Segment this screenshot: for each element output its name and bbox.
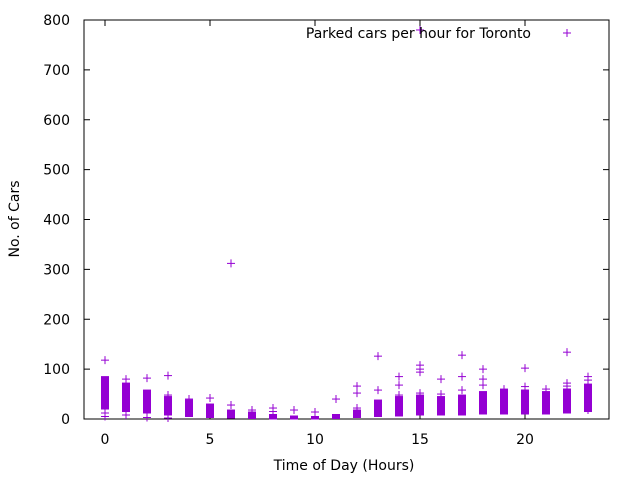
- data-point: [332, 395, 340, 404]
- point-cluster: [311, 416, 319, 419]
- data-point: [374, 352, 382, 361]
- data-point: [584, 376, 592, 385]
- y-tick-label: 500: [43, 163, 70, 179]
- data-point: [416, 25, 424, 34]
- data-point: [206, 394, 214, 403]
- data-point: [122, 411, 130, 420]
- x-tick-label: 5: [206, 432, 215, 448]
- point-cluster: [416, 395, 424, 416]
- y-tick-label: 200: [43, 312, 70, 328]
- data-point: [416, 368, 424, 377]
- data-point: [185, 395, 193, 404]
- legend-plus-icon: [563, 29, 571, 37]
- data-point: [521, 364, 529, 373]
- data-point: [353, 389, 361, 398]
- y-axis-label: No. of Cars: [7, 180, 23, 257]
- x-tick-label: 0: [101, 432, 110, 448]
- plot-frame: [83, 19, 610, 420]
- data-point: [458, 351, 466, 360]
- legend: Parked cars per hour for Toronto: [306, 26, 571, 42]
- data-points: [101, 25, 592, 423]
- x-axis: 0 5 10 15 20: [101, 20, 534, 448]
- point-cluster: [290, 416, 298, 419]
- data-point: [521, 382, 529, 391]
- data-point: [563, 348, 571, 357]
- point-cluster: [101, 376, 109, 410]
- data-point: [122, 375, 130, 384]
- point-cluster: [185, 400, 193, 417]
- point-cluster: [227, 410, 235, 419]
- data-point: [458, 386, 466, 395]
- point-cluster: [332, 414, 340, 419]
- data-point: [458, 372, 466, 381]
- y-tick-label: 700: [43, 63, 70, 79]
- data-point: [500, 385, 508, 394]
- x-tick-label: 20: [516, 432, 534, 448]
- y-tick-label: 800: [43, 13, 70, 29]
- data-point: [248, 406, 256, 415]
- data-point: [101, 356, 109, 365]
- point-cluster: [542, 391, 550, 415]
- point-cluster: [458, 395, 466, 416]
- y-axis: 0 100 200 300 400 500 600 700 800: [43, 13, 609, 428]
- y-tick-label: 400: [43, 213, 70, 229]
- data-point: [395, 391, 403, 400]
- data-point: [416, 389, 424, 398]
- point-cluster: [122, 383, 130, 412]
- data-point: [353, 382, 361, 391]
- y-tick-label: 0: [61, 412, 70, 428]
- data-point: [227, 259, 235, 268]
- data-point: [437, 390, 445, 399]
- point-cluster: [395, 396, 403, 417]
- data-point: [269, 407, 277, 416]
- data-point: [563, 382, 571, 391]
- data-point: [164, 371, 172, 380]
- point-cluster: [479, 391, 487, 415]
- data-point: [227, 401, 235, 410]
- data-point: [143, 374, 151, 383]
- y-tick-label: 100: [43, 362, 70, 378]
- x-axis-label: Time of Day (Hours): [273, 458, 415, 474]
- point-cluster: [269, 414, 277, 419]
- data-point: [164, 391, 172, 400]
- data-point: [479, 365, 487, 374]
- data-point: [542, 385, 550, 394]
- data-point: [164, 414, 172, 423]
- data-point: [395, 381, 403, 390]
- point-cluster: [353, 410, 361, 418]
- y-tick-label: 600: [43, 113, 70, 129]
- data-point: [395, 372, 403, 381]
- point-cluster: [584, 384, 592, 412]
- point-cluster: [206, 404, 214, 418]
- x-tick-label: 10: [306, 432, 324, 448]
- legend-marker: [563, 29, 571, 37]
- y-tick-label: 300: [43, 262, 70, 278]
- data-point: [353, 404, 361, 413]
- legend-label: Parked cars per hour for Toronto: [306, 26, 531, 42]
- data-point: [290, 406, 298, 415]
- x-tick-label: 15: [411, 432, 429, 448]
- data-point: [311, 408, 319, 417]
- data-point: [479, 381, 487, 390]
- data-point: [437, 375, 445, 384]
- point-cluster: [374, 400, 382, 417]
- data-point: [143, 413, 151, 422]
- data-point: [584, 406, 592, 415]
- data-point: [101, 409, 109, 418]
- data-point: [374, 386, 382, 395]
